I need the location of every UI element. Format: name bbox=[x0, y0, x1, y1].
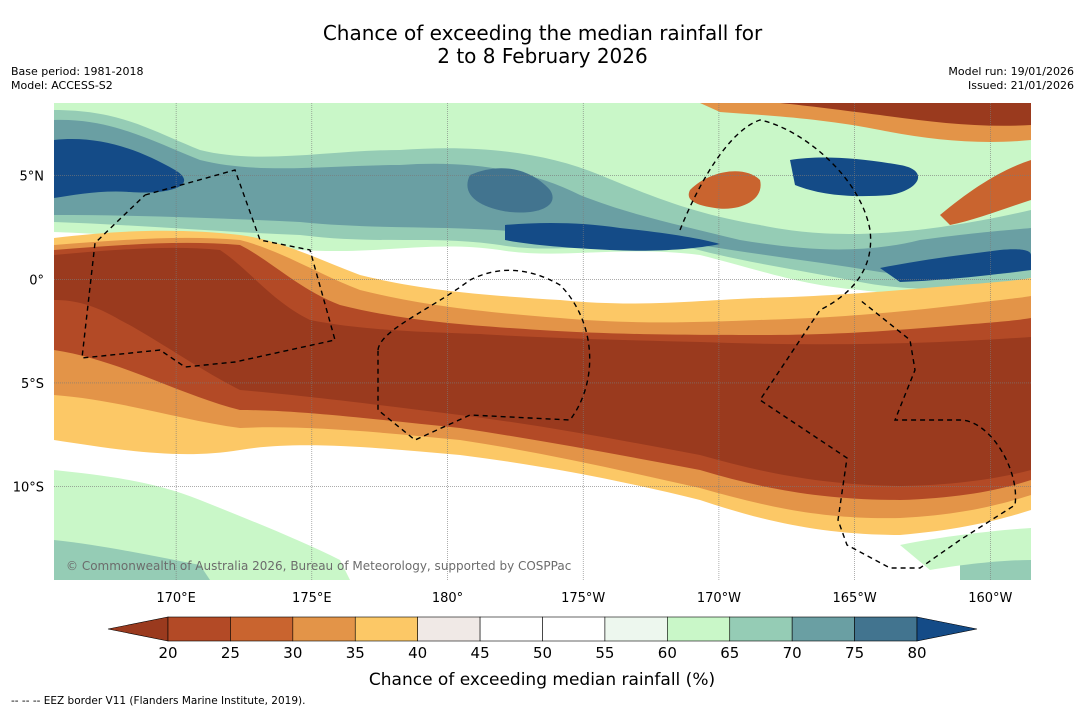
lon-tick-label: 180° bbox=[432, 591, 463, 606]
dry-patch-top-core bbox=[780, 103, 1031, 126]
map-plot-area: © Commonwealth of Australia 2026, Bureau… bbox=[54, 103, 1031, 580]
dry-patch-northeast bbox=[940, 160, 1031, 225]
lon-tick-label: 160°W bbox=[968, 591, 1012, 606]
colorbar-segment bbox=[729, 616, 793, 642]
colorbar-extend-low bbox=[107, 616, 169, 642]
colorbar-tick-label: 80 bbox=[907, 644, 926, 662]
colorbar-segment bbox=[292, 616, 356, 642]
colorbar-segment bbox=[479, 616, 543, 642]
teal-southwest bbox=[54, 540, 210, 580]
colorbar-segment bbox=[854, 616, 918, 642]
chart-title-line2: 2 to 8 February 2026 bbox=[437, 44, 648, 68]
colorbar bbox=[107, 616, 978, 642]
eez-footnote: -- -- -- EEZ border V11 (Flanders Marine… bbox=[11, 695, 306, 707]
colorbar-tick-label: 75 bbox=[845, 644, 864, 662]
dry-spot bbox=[688, 171, 761, 209]
dark-brown-core bbox=[54, 247, 1031, 486]
deep-blue-west bbox=[54, 139, 185, 198]
base-period: Base period: 1981-2018 bbox=[11, 65, 144, 78]
meta-right: Model run: 19/01/2026 Issued: 21/01/2026 bbox=[948, 65, 1074, 93]
colorbar-tick-label: 25 bbox=[221, 644, 240, 662]
model-name: Model: ACCESS-S2 bbox=[11, 79, 113, 92]
copyright-notice: © Commonwealth of Australia 2026, Bureau… bbox=[66, 559, 571, 573]
colorbar-segment bbox=[604, 616, 668, 642]
lon-tick-label: 175°W bbox=[561, 591, 605, 606]
colorbar-segment bbox=[791, 616, 855, 642]
longitude-labels: 170°E175°E180°175°W170°W165°W160°W155°W1… bbox=[156, 591, 1012, 606]
colorbar-extend-high bbox=[916, 616, 978, 642]
deep-blue-east bbox=[880, 249, 1031, 282]
eez-borders bbox=[81, 119, 1017, 569]
colorbar-tick-label: 55 bbox=[595, 644, 614, 662]
colorbar-segment bbox=[167, 616, 231, 642]
colorbar-ticks: 20 25 30 35 40 45 50 55 60 65 70 75 80 bbox=[158, 644, 926, 662]
colorbar-tick-label: 45 bbox=[471, 644, 490, 662]
rainfall-map-figure: © Commonwealth of Australia 2026, Bureau… bbox=[13, 103, 1031, 690]
green-southeast bbox=[900, 528, 1031, 570]
colorbar-segment bbox=[417, 616, 481, 642]
colorbar-tick-label: 50 bbox=[533, 644, 552, 662]
colorbar-segment bbox=[667, 616, 731, 642]
lat-tick-label: 10°S bbox=[13, 481, 44, 496]
lon-tick-label: 165°W bbox=[833, 591, 877, 606]
latitude-labels: 5°N 0° 5°S 10°S bbox=[13, 170, 44, 496]
lon-tick-label: 170°W bbox=[697, 591, 741, 606]
colorbar-label: Chance of exceeding median rainfall (%) bbox=[369, 670, 715, 690]
lat-tick-label: 5°S bbox=[21, 377, 44, 392]
lat-tick-label: 0° bbox=[29, 273, 44, 288]
colorbar-tick-label: 70 bbox=[783, 644, 802, 662]
colorbar-tick-label: 40 bbox=[408, 644, 427, 662]
model-run: Model run: 19/01/2026 bbox=[948, 65, 1074, 78]
colorbar-segment bbox=[230, 616, 294, 642]
meta-left: Base period: 1981-2018 Model: ACCESS-S2 bbox=[11, 65, 143, 93]
eez-border-kiribati-west bbox=[81, 169, 336, 368]
colorbar-tick-label: 35 bbox=[346, 644, 365, 662]
colorbar-tick-label: 65 bbox=[720, 644, 739, 662]
issued-date: Issued: 21/01/2026 bbox=[967, 79, 1074, 92]
colorbar-tick-label: 30 bbox=[283, 644, 302, 662]
deep-blue-northeast bbox=[790, 157, 919, 197]
colorbar-tick-label: 20 bbox=[158, 644, 177, 662]
lat-tick-label: 5°N bbox=[20, 170, 45, 185]
colorbar-tick-label: 60 bbox=[658, 644, 677, 662]
chart-title-line1: Chance of exceeding the median rainfall … bbox=[322, 21, 763, 45]
deep-blue-central bbox=[505, 223, 720, 251]
lon-tick-label: 175°E bbox=[292, 591, 332, 606]
colorbar-segment bbox=[542, 616, 606, 642]
eez-border-line-islands bbox=[679, 119, 1017, 569]
colorbar-segment bbox=[354, 616, 418, 642]
lon-tick-label: 170°E bbox=[156, 591, 196, 606]
deep-blue-center-north bbox=[467, 168, 553, 213]
